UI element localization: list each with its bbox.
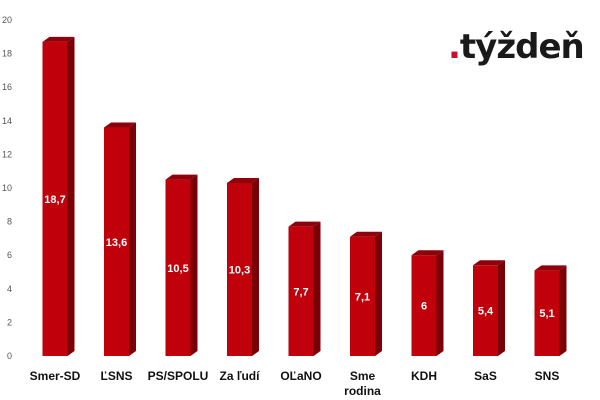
- x-tick-label: OĽaNO: [280, 369, 321, 383]
- bar-side: [252, 177, 259, 356]
- y-tick-label: 14: [2, 116, 12, 126]
- x-tick-label: PS/SPOLU: [148, 369, 209, 383]
- x-tick-label: SaS: [474, 369, 497, 383]
- bar-side: [313, 221, 321, 356]
- bar: [534, 270, 560, 356]
- x-tick-label: ĽSNS: [100, 369, 132, 383]
- x-tick-label: Za ľudí: [220, 369, 261, 383]
- y-tick-label: 10: [2, 183, 12, 193]
- bar-side: [129, 122, 136, 357]
- y-tick-label: 8: [7, 217, 12, 227]
- bar-side: [190, 174, 198, 356]
- bar-top: [227, 177, 259, 183]
- y-tick-label: 18: [2, 49, 12, 59]
- bar: [104, 127, 129, 357]
- bar-top: [534, 265, 567, 271]
- bar: [288, 226, 314, 356]
- tyzden-logo: .týždeň: [448, 27, 585, 67]
- bar-top: [411, 250, 444, 256]
- x-tick-label: KDH: [411, 369, 437, 383]
- bar-side: [559, 265, 567, 356]
- data-label: 13,6: [106, 237, 127, 249]
- bar: [165, 179, 191, 356]
- y-tick-label: 2: [7, 317, 12, 327]
- bar-top: [165, 174, 198, 180]
- y-tick-label: 6: [7, 250, 12, 260]
- data-label: 18,7: [44, 194, 65, 206]
- y-tick-label: 20: [2, 15, 12, 25]
- data-label: 7,7: [293, 286, 308, 298]
- data-label: 7,1: [355, 291, 370, 303]
- data-label: 10,5: [167, 263, 188, 275]
- bar-top: [473, 260, 505, 266]
- bar: [473, 265, 498, 356]
- x-tick-label: Smer-SD: [30, 369, 81, 383]
- y-tick-label: 12: [2, 149, 12, 159]
- bar-top: [288, 221, 321, 227]
- bar: [227, 182, 252, 356]
- bar: [42, 41, 68, 357]
- data-label: 5,4: [478, 306, 494, 318]
- y-tick-label: 0: [7, 351, 12, 361]
- bar-side: [498, 260, 505, 356]
- y-tick-label: 16: [2, 82, 12, 92]
- data-label: 10,3: [229, 264, 250, 276]
- y-tick-label: 4: [7, 284, 12, 294]
- bar: [411, 255, 437, 356]
- bar-side: [436, 250, 444, 356]
- logo-text: týždeň: [459, 27, 585, 67]
- bar: [350, 236, 375, 356]
- x-tick-label: SNS: [535, 369, 560, 383]
- x-tick-label: Sme rodina: [344, 369, 381, 398]
- bar-top: [42, 36, 75, 42]
- bar-side: [67, 36, 75, 357]
- bar-top: [104, 122, 136, 128]
- data-label: 6: [421, 301, 427, 313]
- bar-side: [375, 231, 382, 356]
- bar-top: [350, 231, 382, 237]
- logo-dot: .: [448, 27, 461, 67]
- data-label: 5,1: [539, 308, 554, 320]
